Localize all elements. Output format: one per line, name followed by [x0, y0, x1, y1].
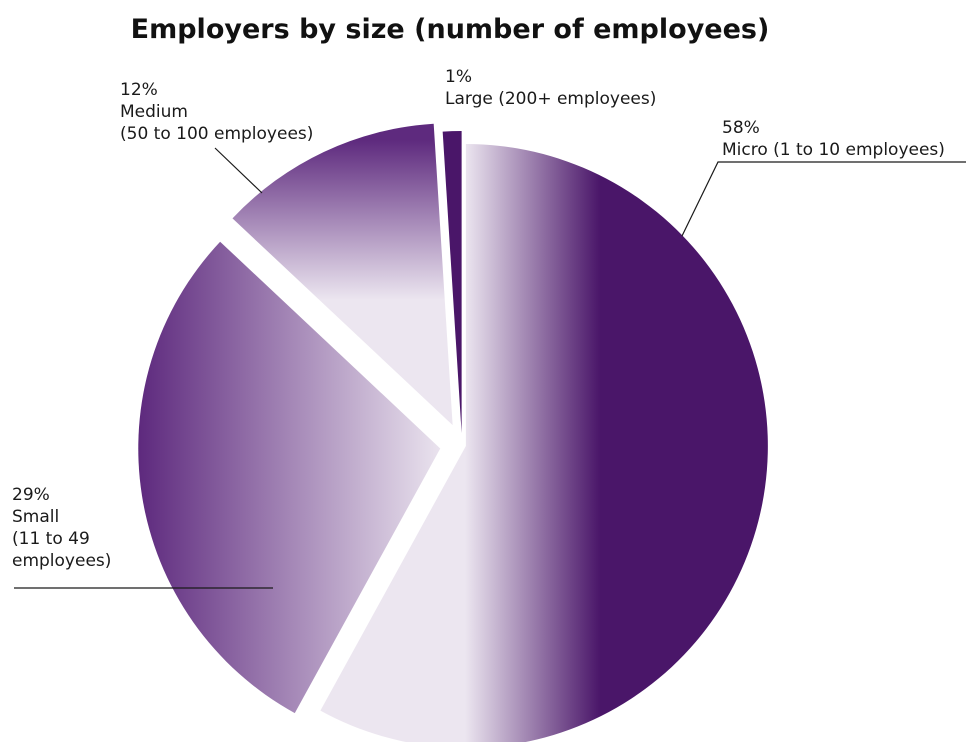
pie-slice-medium	[232, 123, 453, 426]
slice-label-line-small: Small	[12, 507, 59, 527]
slice-label-medium: 12% Medium (50 to 100 employees)	[120, 80, 313, 144]
slice-percent-large: 1%	[445, 67, 472, 87]
chart-title: Employers by size (number of employees)	[131, 14, 770, 45]
label-leader-lines	[14, 147, 966, 589]
pie-slices	[138, 123, 768, 742]
slice-percent-medium: 12%	[120, 80, 158, 100]
slice-label-line-medium: (50 to 100 employees)	[120, 124, 313, 144]
slice-label-line-medium: Medium	[120, 102, 188, 122]
leader-line-micro	[681, 161, 966, 237]
slice-label-line-large: Large (200+ employees)	[445, 89, 656, 109]
slice-labels: 58% Micro (1 to 10 employees) 29% Small (11 …	[12, 67, 945, 571]
slice-label-large: 1% Large (200+ employees)	[445, 67, 656, 109]
slice-percent-small: 29%	[12, 485, 50, 505]
slice-label-small: 29% Small (11 to 49 employees)	[12, 485, 111, 571]
slice-label-micro: 58% Micro (1 to 10 employees)	[722, 118, 945, 160]
slice-label-line-small: (11 to 49	[12, 529, 90, 549]
slice-label-line-micro: Micro (1 to 10 employees)	[722, 140, 945, 160]
pie-slice-small	[138, 241, 441, 714]
leader-line-medium	[214, 147, 263, 194]
pie-slice-micro	[320, 143, 768, 742]
slice-percent-micro: 58%	[722, 118, 760, 138]
slice-label-line-small: employees)	[12, 551, 111, 571]
pie-slice-large	[442, 131, 462, 434]
